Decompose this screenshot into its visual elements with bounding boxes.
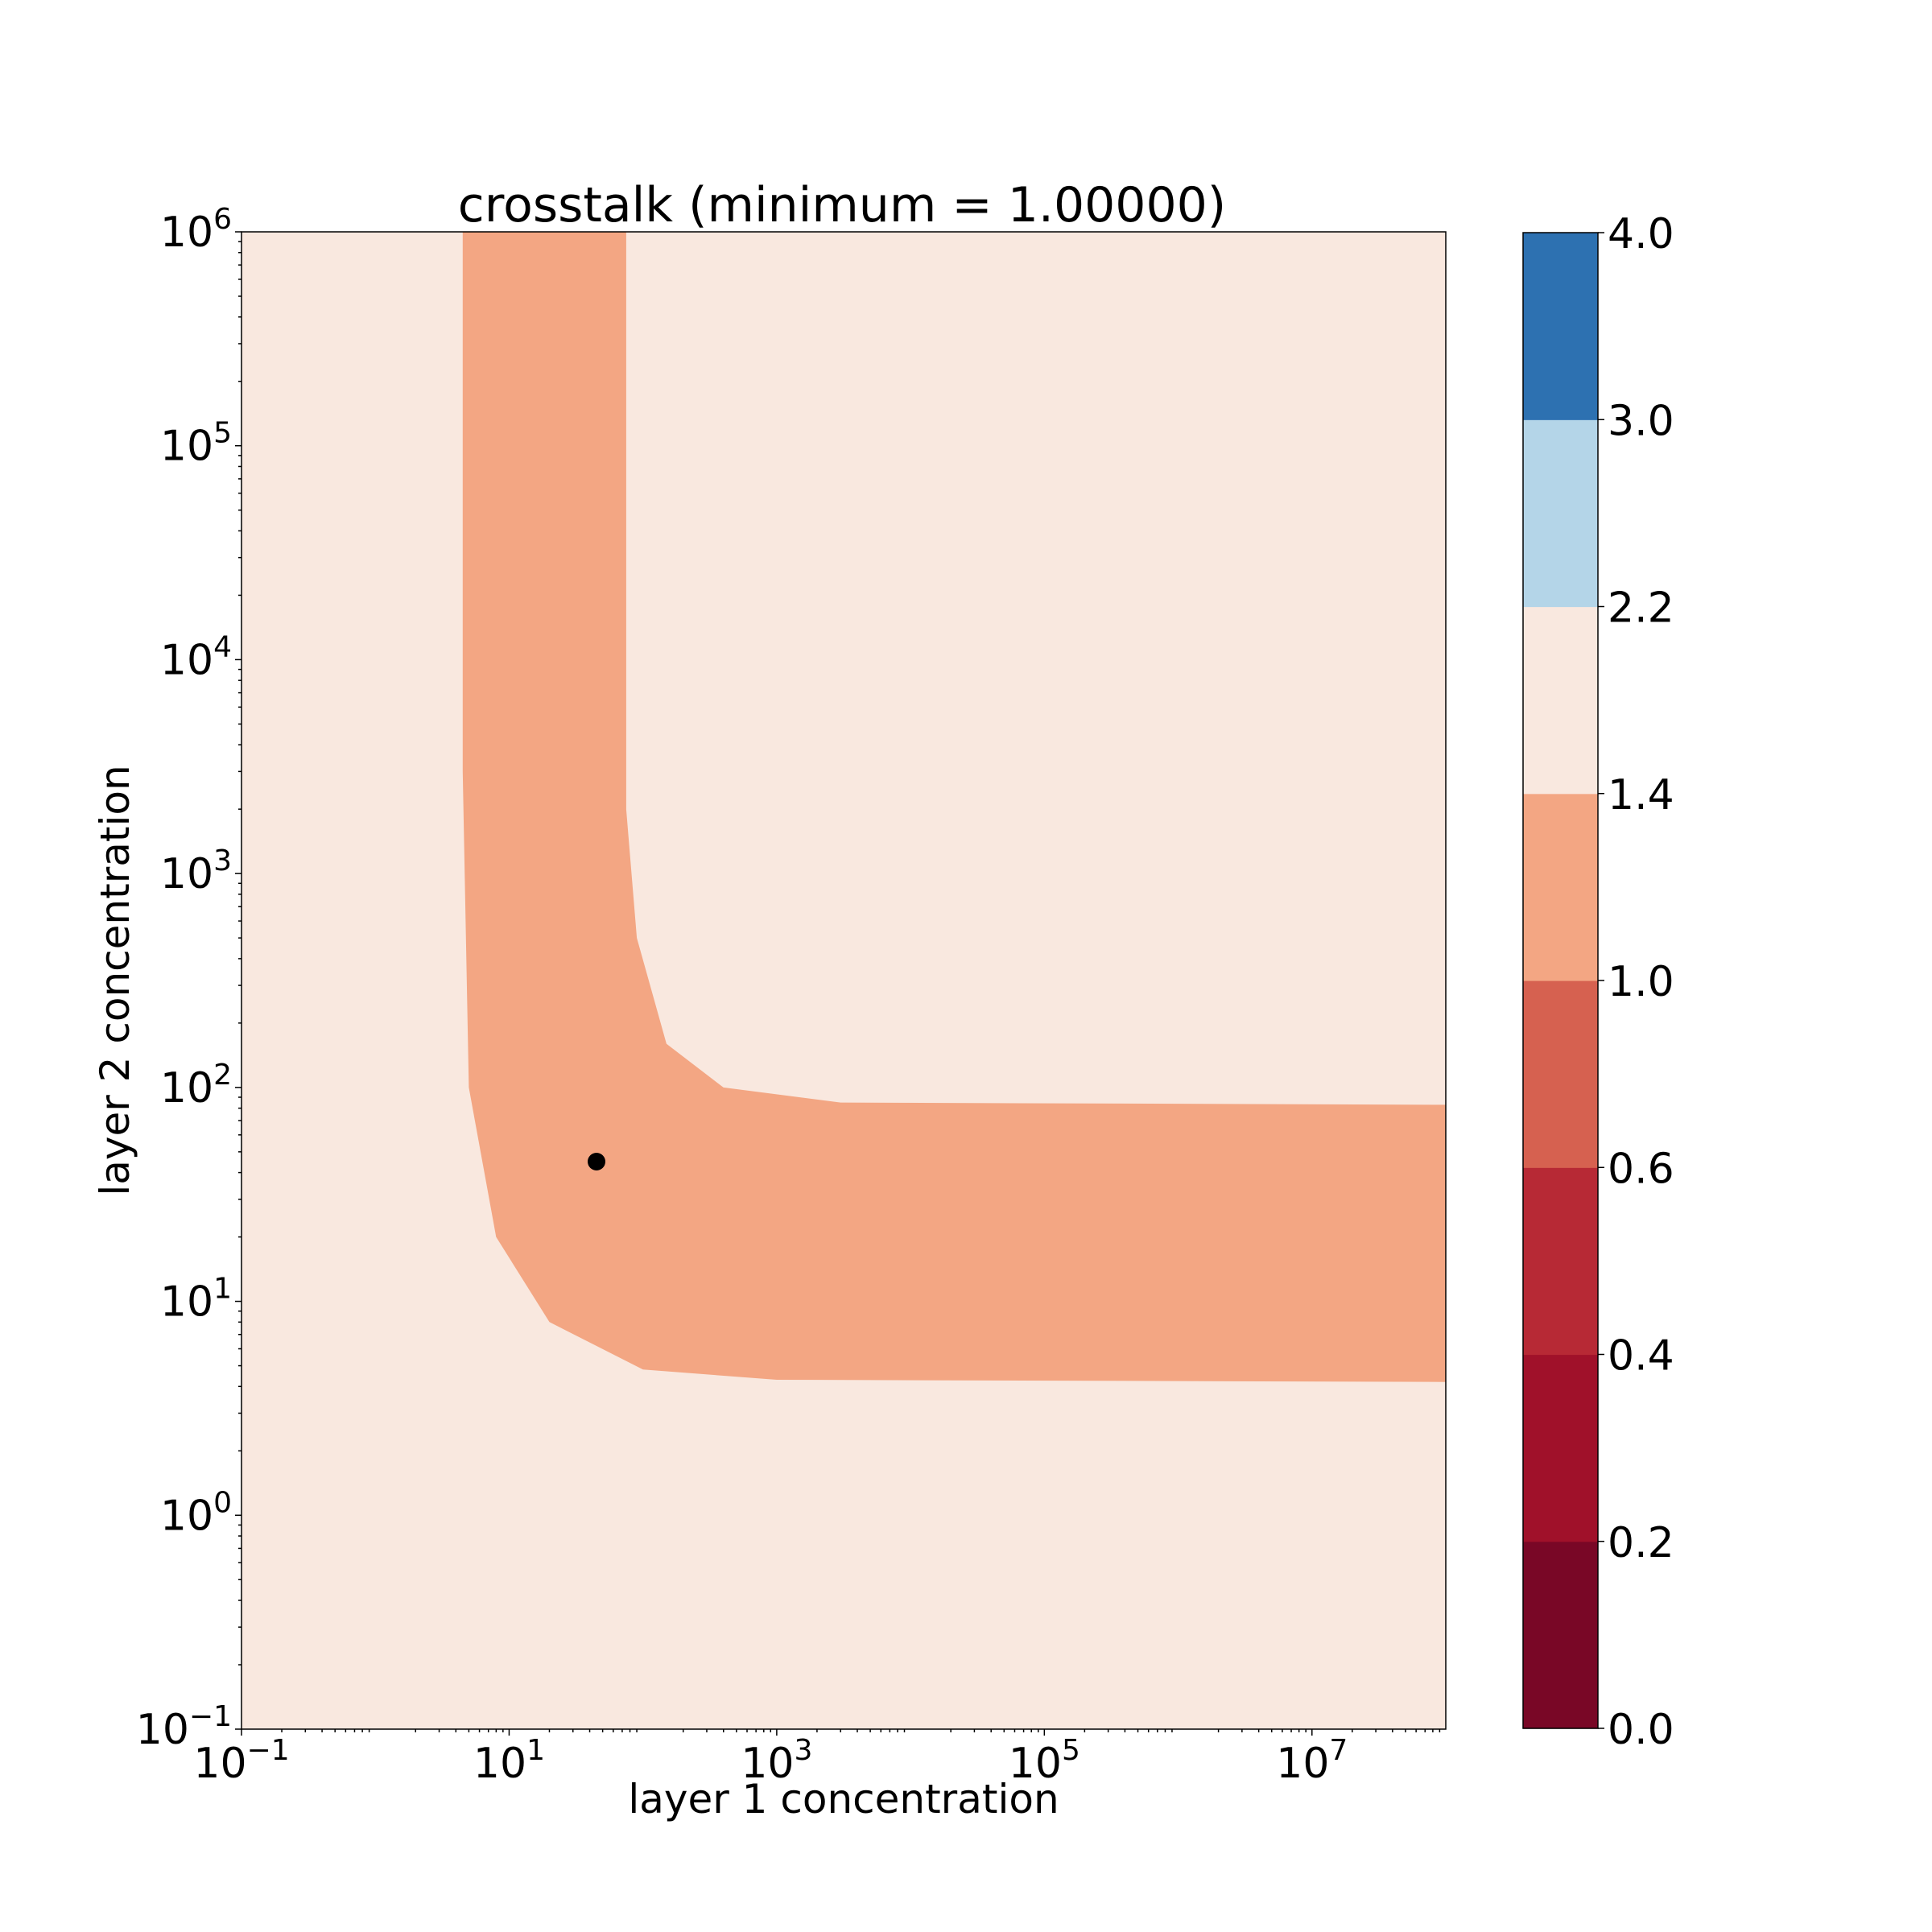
colorbar-tick-label: 0.4 xyxy=(1608,1332,1674,1381)
plot-area xyxy=(241,231,1447,1730)
chart-title: crosstalk (minimum = 1.00000) xyxy=(458,177,1226,233)
y-tick-label: 10−1 xyxy=(136,1700,232,1754)
colorbar-tick-label: 0.6 xyxy=(1608,1145,1674,1193)
colorbar-segment xyxy=(1523,606,1598,795)
colorbar: 0.0 0.2 0.4 0.6 1.0 1.4 2.2 3.0 4.0 xyxy=(1522,210,1674,1754)
colorbar-tick-label: 1.4 xyxy=(1608,771,1674,819)
x-axis-label: layer 1 concentration xyxy=(628,1776,1059,1823)
region-band xyxy=(462,232,1446,1382)
colorbar-segment xyxy=(1523,1541,1598,1729)
colorbar-tick-label: 2.2 xyxy=(1608,584,1674,633)
colorbar-segment xyxy=(1523,980,1598,1168)
colorbar-segment xyxy=(1523,233,1598,420)
background-band xyxy=(242,232,1446,1729)
x-tick-label: 103 xyxy=(741,1734,812,1788)
x-tick-label: 101 xyxy=(473,1734,545,1788)
x-tick-label: 105 xyxy=(1009,1734,1080,1788)
y-tick-label: 102 xyxy=(160,1059,232,1113)
y-tick-label: 105 xyxy=(160,417,232,471)
colorbar-segment xyxy=(1523,1167,1598,1356)
y-axis-label: layer 2 concentration xyxy=(92,765,138,1195)
plot-frame xyxy=(241,231,1447,1730)
colorbar-tick-label: 3.0 xyxy=(1608,397,1674,445)
y-tick-label: 104 xyxy=(160,630,232,684)
colorbar-segment xyxy=(1523,793,1598,981)
y-axis-ticks: 10−1 100 101 102 103 104 105 106 xyxy=(136,203,242,1754)
x-tick-label: 10−1 xyxy=(193,1734,289,1788)
colorbar-segment xyxy=(1523,1354,1598,1542)
y-tick-label: 100 xyxy=(160,1486,232,1540)
colorbar-tick-label: 1.0 xyxy=(1608,958,1674,1006)
y-tick-label: 103 xyxy=(160,844,232,898)
x-tick-label: 107 xyxy=(1276,1734,1348,1788)
y-tick-label: 101 xyxy=(160,1273,232,1327)
colorbar-segment xyxy=(1523,419,1598,608)
marker-point xyxy=(588,1153,605,1170)
x-axis-ticks: 10−1 101 103 105 107 xyxy=(193,1729,1441,1788)
y-tick-label: 106 xyxy=(160,203,232,257)
colorbar-tick-label: 0.2 xyxy=(1608,1519,1674,1567)
colorbar-tick-label: 4.0 xyxy=(1608,210,1674,258)
colorbar-tick-label: 0.0 xyxy=(1608,1706,1674,1754)
